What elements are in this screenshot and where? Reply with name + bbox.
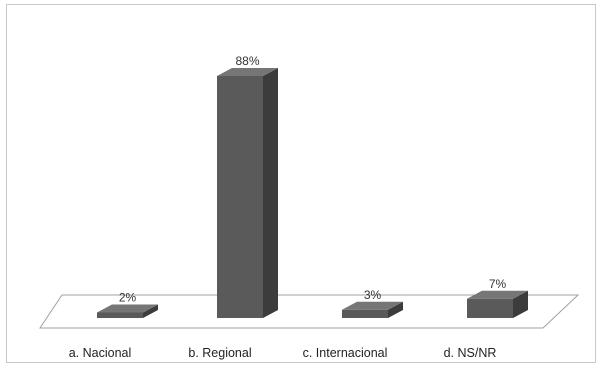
- bar-d-ns-nr: [467, 298, 513, 318]
- bar-b-regional: [217, 76, 263, 318]
- data-labels-group: 2% 88% 3% 7%: [119, 54, 507, 305]
- bar-top-d-ns-nr: [467, 290, 528, 299]
- data-label-c-internacional: 3%: [364, 288, 382, 302]
- category-label-c-internacional: c. Internacional: [303, 346, 388, 360]
- bar-side-d-ns-nr: [513, 290, 528, 318]
- bar-side-c-internacional: [388, 301, 403, 318]
- bar-c-internacional: [342, 309, 388, 318]
- bars-group: [97, 68, 528, 318]
- category-label-b-regional: b. Regional: [188, 346, 251, 360]
- bar-a-nacional: [97, 312, 143, 318]
- category-label-d-ns-nr: d. NS/NR: [444, 346, 497, 360]
- data-label-a-nacional: 2%: [119, 291, 137, 305]
- bar-top-a-nacional: [97, 304, 158, 313]
- data-label-d-ns-nr: 7%: [489, 277, 507, 291]
- data-label-b-regional: 88%: [235, 54, 259, 68]
- bar-side-b-regional: [263, 68, 278, 318]
- category-labels-group: a. Nacional b. Regional c. Internacional d.…: [69, 346, 497, 360]
- chart-floor: [39, 294, 580, 329]
- bar-top-b-regional: [217, 68, 278, 76]
- bar-top-c-internacional: [342, 301, 403, 310]
- bar-side-a-nacional: [143, 304, 158, 318]
- category-label-a-nacional: a. Nacional: [69, 346, 132, 360]
